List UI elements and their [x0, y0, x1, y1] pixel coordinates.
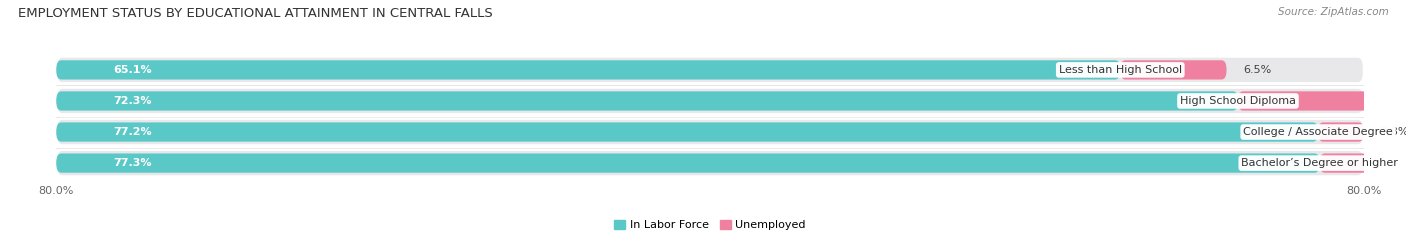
Text: Source: ZipAtlas.com: Source: ZipAtlas.com: [1278, 7, 1389, 17]
FancyBboxPatch shape: [56, 91, 1237, 111]
Text: 77.3%: 77.3%: [114, 158, 152, 168]
Text: Bachelor’s Degree or higher: Bachelor’s Degree or higher: [1241, 158, 1398, 168]
FancyBboxPatch shape: [56, 150, 1364, 176]
FancyBboxPatch shape: [56, 122, 1317, 142]
Text: 65.1%: 65.1%: [114, 65, 152, 75]
Text: College / Associate Degree: College / Associate Degree: [1243, 127, 1393, 137]
Legend: In Labor Force, Unemployed: In Labor Force, Unemployed: [610, 216, 810, 233]
FancyBboxPatch shape: [56, 88, 1364, 114]
Text: 72.3%: 72.3%: [114, 96, 152, 106]
Text: 2.8%: 2.8%: [1381, 127, 1406, 137]
FancyBboxPatch shape: [1320, 154, 1406, 173]
Text: 77.2%: 77.2%: [114, 127, 152, 137]
Text: High School Diploma: High School Diploma: [1180, 96, 1296, 106]
Text: EMPLOYMENT STATUS BY EDUCATIONAL ATTAINMENT IN CENTRAL FALLS: EMPLOYMENT STATUS BY EDUCATIONAL ATTAINM…: [18, 7, 494, 20]
FancyBboxPatch shape: [1237, 91, 1402, 111]
Text: 6.5%: 6.5%: [1243, 65, 1271, 75]
FancyBboxPatch shape: [56, 119, 1364, 145]
Text: Less than High School: Less than High School: [1059, 65, 1182, 75]
FancyBboxPatch shape: [1121, 60, 1226, 79]
FancyBboxPatch shape: [56, 154, 1320, 173]
FancyBboxPatch shape: [56, 60, 1121, 79]
FancyBboxPatch shape: [1317, 122, 1364, 142]
FancyBboxPatch shape: [56, 57, 1364, 83]
